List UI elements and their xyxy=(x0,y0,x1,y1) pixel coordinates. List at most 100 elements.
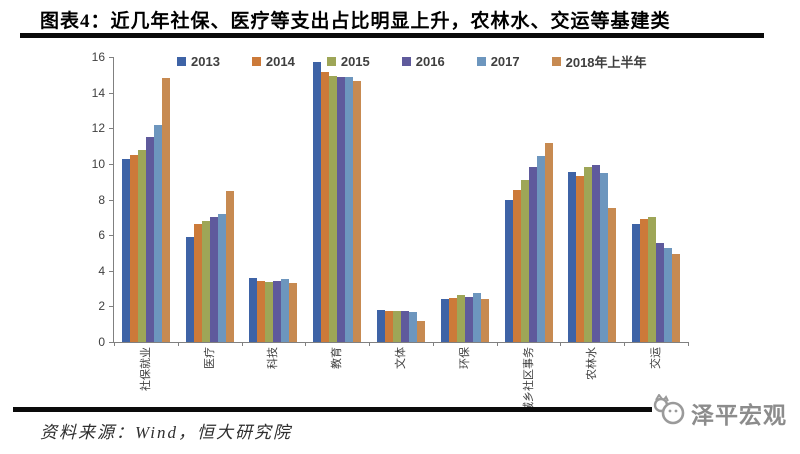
bar xyxy=(568,171,577,342)
y-tick-mark xyxy=(109,270,113,272)
bar xyxy=(584,166,593,342)
bar xyxy=(512,189,521,342)
y-tick-label: 14 xyxy=(91,85,105,100)
bar xyxy=(185,236,194,342)
bar xyxy=(145,137,154,342)
x-tick-mark xyxy=(114,342,115,346)
bar xyxy=(640,219,649,342)
legend-item: 2015 xyxy=(326,54,370,69)
legend-label: 2014 xyxy=(265,54,295,69)
y-tick-mark xyxy=(109,342,113,343)
bar-group xyxy=(178,57,242,342)
legend-label: 2013 xyxy=(191,54,220,69)
bar xyxy=(281,278,290,342)
y-tick-mark xyxy=(109,128,113,130)
bar xyxy=(592,164,601,342)
bar xyxy=(225,190,234,342)
y-tick-label: 6 xyxy=(98,228,105,243)
y-tick-label: 0 xyxy=(98,335,105,349)
legend-swatch-icon xyxy=(326,57,336,66)
legend-label: 2017 xyxy=(490,54,520,69)
bar-group xyxy=(497,57,561,342)
x-tick-mark xyxy=(305,342,307,346)
bar xyxy=(672,253,681,342)
y-tick-label: 12 xyxy=(91,121,105,136)
legend-item: 2018年上半年 xyxy=(551,52,647,71)
bar xyxy=(193,223,202,342)
x-tick-mark xyxy=(177,342,179,346)
y-tick-mark xyxy=(109,92,113,94)
x-tick-mark xyxy=(624,342,626,346)
bar xyxy=(456,294,465,342)
bar xyxy=(528,167,537,342)
title-rule xyxy=(20,33,764,38)
bar xyxy=(480,299,489,342)
y-tick-mark xyxy=(109,57,113,58)
bar xyxy=(464,297,473,342)
x-category-label: 科技 xyxy=(267,347,280,369)
bar xyxy=(257,280,266,342)
bar xyxy=(440,299,449,342)
bar xyxy=(544,142,553,342)
bar-group xyxy=(114,57,178,342)
bar xyxy=(137,149,146,342)
bar-group xyxy=(242,57,306,342)
bar-group xyxy=(560,57,624,342)
y-tick-mark xyxy=(109,306,113,308)
legend-swatch-icon xyxy=(251,57,261,66)
source-note: 资料来源：Wind，恒大研究院 xyxy=(40,423,292,442)
bar xyxy=(384,310,393,342)
x-tick-mark xyxy=(496,342,498,346)
y-tick-mark xyxy=(109,163,113,165)
cartoon-face-icon xyxy=(650,393,688,431)
x-category-label: 农林水 xyxy=(586,347,599,380)
bar xyxy=(536,155,545,342)
zeping-logo: 泽平宏观 xyxy=(650,393,787,431)
legend-label: 2018年上半年 xyxy=(565,55,647,70)
legend-item: 2013 xyxy=(177,54,220,69)
bar xyxy=(201,220,210,342)
bar-group xyxy=(369,57,433,342)
x-category-label: 医疗 xyxy=(203,347,216,369)
chart-title: 图表4：近几年社保、医疗等支出占比明显上升，农林水、交运等基建类 xyxy=(40,11,671,32)
x-category-label: 社保就业 xyxy=(139,347,152,391)
bar xyxy=(576,176,585,342)
plot-area: 社保就业 医疗 科技 教育 文体 环保 城乡社区事务 农林水 交运 xyxy=(113,57,689,407)
bar xyxy=(249,277,258,342)
legend-item: 2017 xyxy=(476,54,520,69)
bar xyxy=(408,311,417,342)
x-tick-mark xyxy=(369,342,371,346)
legend-swatch-icon xyxy=(401,57,411,66)
bar xyxy=(656,243,665,342)
bar xyxy=(217,213,226,342)
y-tick-label: 2 xyxy=(98,299,105,314)
bar xyxy=(273,280,282,342)
bar xyxy=(353,81,362,342)
bar xyxy=(648,217,657,342)
x-category-label: 城乡社区事务 xyxy=(522,347,535,407)
bar xyxy=(345,76,354,342)
legend-swatch-icon xyxy=(177,57,186,66)
bar-group xyxy=(305,57,369,342)
chart-legend: 2013 2014 2015 2016 2017 2018年上半年 xyxy=(177,52,647,71)
bar-chart: 0 2 4 6 8 10 12 14 16 社保就业 医疗 科技 教育 文体 环保 城乡社区事务 农林水 交运 … xyxy=(0,44,800,407)
bar xyxy=(337,76,346,342)
legend-item: 2014 xyxy=(251,54,295,69)
bar xyxy=(129,154,138,342)
bar xyxy=(321,72,330,342)
bar xyxy=(520,179,529,342)
bar-group xyxy=(624,57,688,342)
bar xyxy=(329,75,338,342)
bar xyxy=(400,310,409,342)
bar xyxy=(504,199,513,342)
legend-item: 2016 xyxy=(401,54,445,69)
bar xyxy=(313,62,322,342)
legend-label: 2015 xyxy=(340,54,370,69)
bar xyxy=(289,283,298,342)
x-tick-mark xyxy=(688,342,689,346)
bar xyxy=(416,320,425,342)
bar xyxy=(265,282,274,342)
legend-swatch-icon xyxy=(551,57,561,66)
bar xyxy=(153,124,162,342)
bar xyxy=(161,78,170,342)
